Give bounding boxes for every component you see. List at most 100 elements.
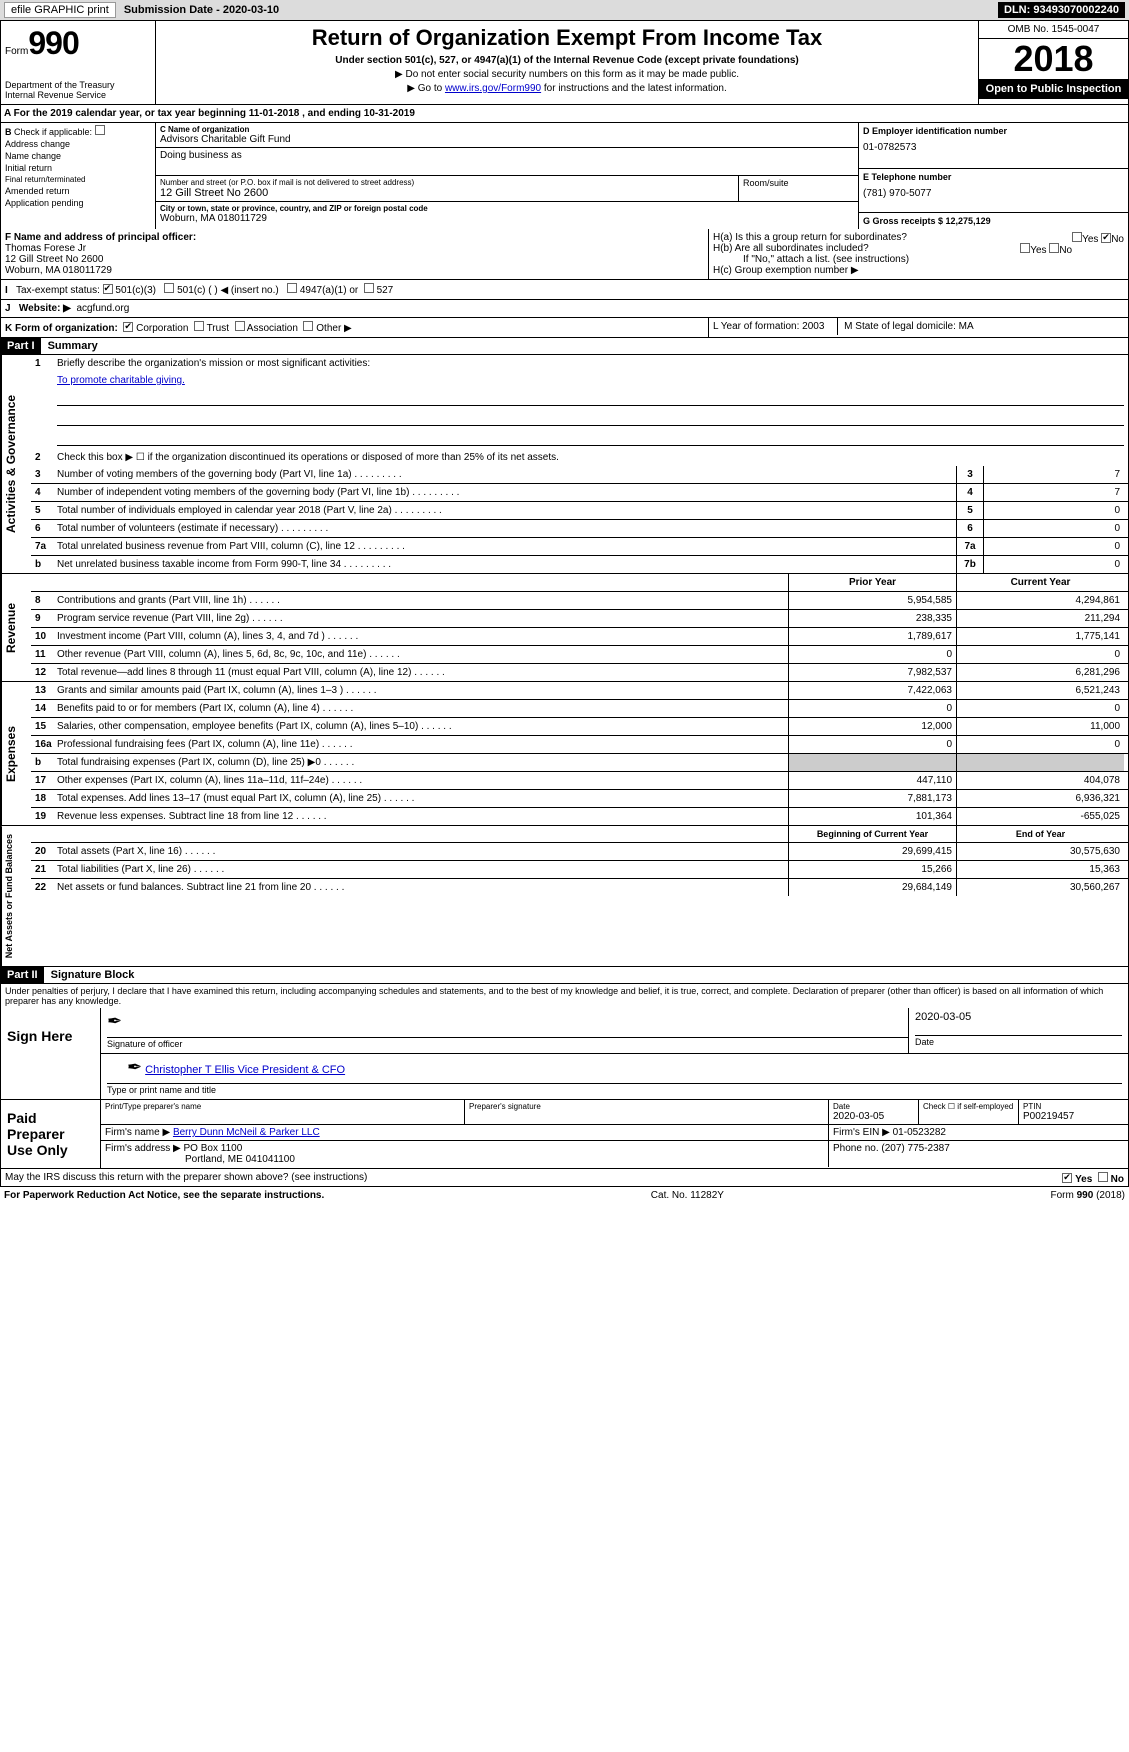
firm-name-label: Firm's name ▶ [105,1127,170,1138]
website-value: acgfund.org [76,303,129,314]
assoc-checkbox[interactable] [235,321,245,331]
expenses-section: Expenses 13 Grants and similar amounts p… [0,682,1129,826]
no-checkbox[interactable] [1101,233,1111,243]
discuss-no[interactable] [1098,1172,1108,1182]
governance-section: Activities & Governance 1Briefly describ… [0,355,1129,574]
prior-value: 7,881,173 [788,790,956,807]
line-text: Total assets (Part X, line 16) . . . . .… [57,846,788,857]
phone-label: E Telephone number [863,172,1124,182]
efile-button[interactable]: efile GRAPHIC print [4,2,116,18]
netassets-tab: Net Assets or Fund Balances [1,826,31,966]
preparer-phone: (207) 775-2387 [881,1143,949,1154]
prior-value: 29,699,415 [788,843,956,860]
501c3-checkbox[interactable] [103,284,113,294]
summary-line: 8 Contributions and grants (Part VIII, l… [31,592,1128,610]
line-number: 5 [35,505,57,516]
omb-number: OMB No. 1545-0047 [979,21,1128,39]
website-label: Website: ▶ [19,303,71,314]
netassets-section: Net Assets or Fund Balances Beginning of… [0,826,1129,967]
current-value: 0 [956,646,1124,663]
prior-value: 0 [788,736,956,753]
header-subtitle: Under section 501(c), 527, or 4947(a)(1)… [160,55,974,66]
opt-4947: 4947(a)(1) or [300,285,358,296]
summary-line: 10 Investment income (Part VIII, column … [31,628,1128,646]
firm-addr-label: Firm's address ▶ [105,1143,181,1154]
other-checkbox[interactable] [303,321,313,331]
signature-line: ✒ Signature of officer 2020-03-05 Date [101,1008,1128,1054]
footer: For Paperwork Reduction Act Notice, see … [0,1187,1129,1204]
line-text: Investment income (Part VIII, column (A)… [57,631,788,642]
trust-checkbox[interactable] [194,321,204,331]
no-checkbox[interactable] [1049,243,1059,253]
4947-checkbox[interactable] [287,283,297,293]
cb-final-return: Final return/terminated [5,175,151,184]
line-box-num: 3 [956,466,984,483]
gross-box: G Gross receipts $ 12,275,129 [859,213,1128,229]
firm-name: Berry Dunn McNeil & Parker LLC [173,1127,320,1138]
submission-date: Submission Date - 2020-03-10 [124,4,279,16]
discuss-yes[interactable] [1062,1173,1072,1183]
part1-title: Summary [44,338,102,354]
ein-box: D Employer identification number 01-0782… [859,123,1128,169]
line-number: 16a [35,739,57,750]
expenses-tab: Expenses [1,682,31,825]
header-note-2: ▶ Go to www.irs.gov/Form990 for instruct… [160,83,974,94]
firm-addr2: Portland, ME 041041100 [105,1154,824,1165]
header-right: OMB No. 1545-0047 2018 Open to Public In… [978,21,1128,104]
city-label: City or town, state or province, country… [160,204,854,213]
current-value: 30,560,267 [956,879,1124,896]
summary-line: 4 Number of independent voting members o… [31,484,1128,502]
row-i: I Tax-exempt status: 501(c)(3) 501(c) ( … [0,280,1129,300]
prep-sig-label: Preparer's signature [469,1102,824,1111]
current-value: 4,294,861 [956,592,1124,609]
summary-line: 11 Other revenue (Part VIII, column (A),… [31,646,1128,664]
ptin-label: PTIN [1023,1102,1124,1111]
prep-date-label: Date [833,1102,914,1111]
prior-value [788,754,956,771]
footer-center: Cat. No. 11282Y [651,1190,724,1201]
sig-officer-label: Signature of officer [107,1037,908,1050]
prior-value: 0 [788,646,956,663]
yes-checkbox[interactable] [1020,243,1030,253]
line-box-num: 7a [956,538,984,555]
checkbox[interactable] [95,125,105,135]
part2-title: Signature Block [47,967,139,983]
prior-value: 7,422,063 [788,682,956,699]
hb-label: H(b) Are all subordinates included? [713,243,869,254]
line-text: Professional fundraising fees (Part IX, … [57,739,788,750]
cb-name-change: Name change [5,151,151,161]
prep-date: 2020-03-05 [833,1111,914,1122]
501c-checkbox[interactable] [164,283,174,293]
cb-label: Amended return [5,186,70,196]
summary-line: 14 Benefits paid to or for members (Part… [31,700,1128,718]
line-value: 7 [984,466,1124,483]
line-number: 17 [35,775,57,786]
mission-text: To promote charitable giving. [57,375,1124,386]
line1-text: Briefly describe the organization's miss… [57,358,1124,369]
form990-link[interactable]: www.irs.gov/Form990 [445,83,541,94]
line-box-num: 6 [956,520,984,537]
blank-line [57,412,1124,426]
corp-checkbox[interactable] [123,322,133,332]
street-addr: 12 Gill Street No 2600 [160,187,734,199]
preparer-block: Paid Preparer Use Only Print/Type prepar… [0,1100,1129,1169]
line-number: 12 [35,667,57,678]
form-prefix: Form [5,46,28,57]
sign-here-label: Sign Here [1,1008,101,1099]
dba-box: Doing business as [156,148,858,176]
header-title: Return of Organization Exempt From Incom… [160,25,974,51]
cb-initial-return: Initial return [5,163,151,173]
line-text: Total liabilities (Part X, line 26) . . … [57,864,788,875]
line-number: 11 [35,649,57,660]
yes-checkbox[interactable] [1072,232,1082,242]
527-checkbox[interactable] [364,283,374,293]
opt-trust: Trust [207,323,229,334]
ein-value: 01-0782573 [863,142,1124,153]
opt-501c: 501(c) ( ) ◀ (insert no.) [177,285,279,296]
name-label: C Name of organization [160,125,854,134]
summary-line: 5 Total number of individuals employed i… [31,502,1128,520]
officer-name: Christopher T Ellis Vice President & CFO [145,1064,345,1076]
tax-exempt-label: Tax-exempt status: [16,285,100,296]
section-d: D Employer identification number 01-0782… [858,123,1128,229]
current-value: 0 [956,736,1124,753]
